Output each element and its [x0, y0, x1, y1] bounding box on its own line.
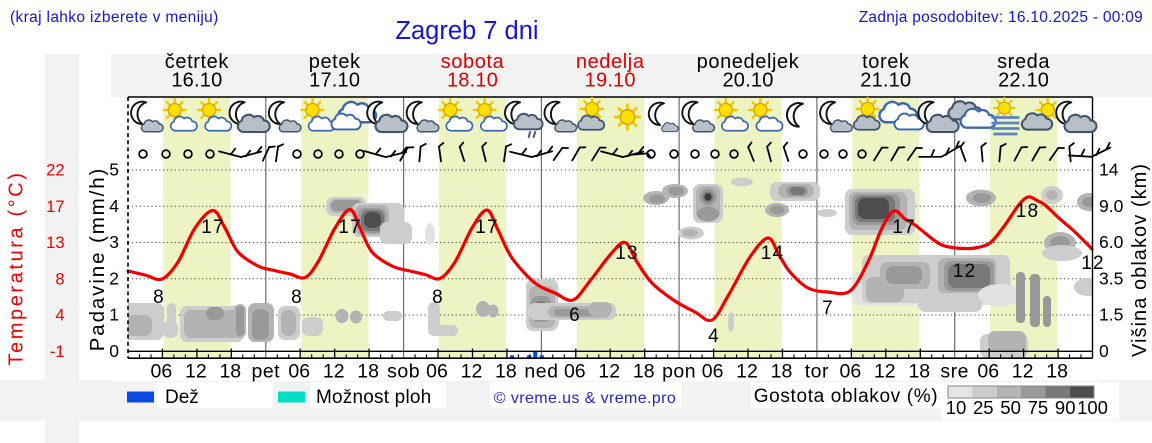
svg-text:12: 12: [1012, 361, 1034, 383]
svg-text:14: 14: [761, 243, 785, 264]
svg-text:25: 25: [973, 397, 994, 418]
svg-text:Zagreb 7 dni: Zagreb 7 dni: [395, 17, 538, 45]
svg-text:22.10: 22.10: [998, 70, 1049, 92]
svg-text:75: 75: [1028, 397, 1049, 418]
svg-text:Temperatura (°C): Temperatura (°C): [6, 170, 28, 365]
svg-text:13: 13: [46, 234, 64, 252]
svg-text:4: 4: [109, 196, 119, 216]
svg-text:12: 12: [185, 361, 207, 383]
svg-text:6: 6: [569, 305, 581, 326]
svg-text:8: 8: [55, 270, 64, 288]
svg-text:© vreme.us & vreme.pro: © vreme.us & vreme.pro: [494, 390, 676, 407]
svg-text:Višina oblakov (km): Višina oblakov (km): [1129, 163, 1151, 357]
svg-text:06: 06: [426, 361, 448, 383]
svg-text:06: 06: [288, 361, 310, 383]
svg-text:18: 18: [1046, 361, 1068, 383]
svg-text:06: 06: [840, 361, 862, 383]
svg-text:Gostota oblakov (%): Gostota oblakov (%): [754, 386, 938, 407]
svg-text:3.5: 3.5: [1099, 268, 1123, 288]
svg-text:17: 17: [892, 217, 916, 238]
svg-text:pet: pet: [251, 361, 280, 383]
svg-text:tor: tor: [805, 361, 829, 383]
svg-text:7: 7: [822, 298, 834, 319]
svg-text:16.10: 16.10: [171, 70, 222, 92]
svg-text:ned: ned: [524, 361, 558, 383]
svg-text:sre: sre: [940, 361, 969, 383]
svg-text:1.5: 1.5: [1099, 305, 1123, 325]
svg-text:8: 8: [291, 287, 303, 308]
svg-text:sob: sob: [387, 361, 420, 383]
svg-text:100: 100: [1077, 397, 1108, 418]
svg-text:Padavine (mm/h): Padavine (mm/h): [86, 167, 109, 352]
svg-text:9.0: 9.0: [1099, 196, 1124, 216]
svg-text:13: 13: [615, 243, 639, 264]
svg-text:12: 12: [874, 361, 896, 383]
svg-text:12: 12: [736, 361, 758, 383]
svg-text:21.10: 21.10: [860, 70, 911, 92]
svg-text:4: 4: [708, 326, 720, 347]
svg-text:18: 18: [633, 361, 655, 383]
svg-text:12: 12: [598, 361, 620, 383]
svg-text:torek: torek: [862, 51, 910, 73]
svg-text:(kraj lahko izberete v meniju): (kraj lahko izberete v meniju): [10, 9, 219, 26]
svg-text:4: 4: [55, 307, 64, 325]
svg-text:nedelja: nedelja: [576, 51, 645, 73]
svg-text:sreda: sreda: [997, 51, 1050, 73]
svg-text:90: 90: [1055, 397, 1076, 418]
svg-text:14: 14: [1099, 160, 1119, 180]
svg-text:8: 8: [153, 287, 165, 308]
svg-text:12: 12: [461, 361, 483, 383]
svg-text:22: 22: [46, 162, 64, 180]
svg-text:ponedeljek: ponedeljek: [697, 51, 800, 73]
svg-text:18: 18: [357, 361, 379, 383]
svg-text:17: 17: [46, 198, 64, 216]
svg-text:0: 0: [1099, 341, 1109, 361]
svg-text:-1: -1: [50, 343, 65, 361]
svg-text:17: 17: [338, 217, 362, 238]
svg-text:četrtek: četrtek: [165, 51, 230, 73]
svg-text:12: 12: [323, 361, 345, 383]
svg-text:1: 1: [109, 305, 119, 325]
svg-text:2: 2: [109, 268, 119, 288]
svg-text:19.10: 19.10: [585, 70, 636, 92]
svg-text:sobota: sobota: [441, 51, 505, 73]
svg-text:12: 12: [953, 261, 977, 282]
svg-text:06: 06: [564, 361, 586, 383]
svg-text:18: 18: [771, 361, 793, 383]
svg-text:Dež: Dež: [165, 387, 199, 408]
svg-text:8: 8: [432, 287, 444, 308]
svg-text:3: 3: [109, 232, 119, 252]
svg-text:5: 5: [109, 160, 119, 180]
svg-text:06: 06: [151, 361, 173, 383]
svg-text:18: 18: [1016, 201, 1040, 222]
svg-text:Možnost ploh: Možnost ploh: [316, 387, 431, 408]
svg-text:20.10: 20.10: [722, 70, 773, 92]
svg-text:12: 12: [1081, 253, 1105, 274]
svg-text:18: 18: [908, 361, 930, 383]
svg-text:17: 17: [475, 217, 499, 238]
svg-text:17: 17: [201, 217, 225, 238]
svg-text:17.10: 17.10: [309, 70, 360, 92]
svg-text:10: 10: [946, 397, 967, 418]
svg-text:06: 06: [702, 361, 724, 383]
svg-text:petek: petek: [309, 51, 361, 73]
svg-text:18: 18: [219, 361, 241, 383]
svg-text:Zadnja posodobitev: 16.10.2025: Zadnja posodobitev: 16.10.2025 - 00:09: [859, 9, 1143, 26]
svg-text:18.10: 18.10: [447, 70, 498, 92]
svg-text:0: 0: [109, 341, 119, 361]
svg-text:pon: pon: [662, 361, 696, 383]
svg-text:06: 06: [977, 361, 999, 383]
svg-text:6.0: 6.0: [1099, 232, 1124, 252]
svg-text:18: 18: [495, 361, 517, 383]
svg-text:50: 50: [1000, 397, 1021, 418]
